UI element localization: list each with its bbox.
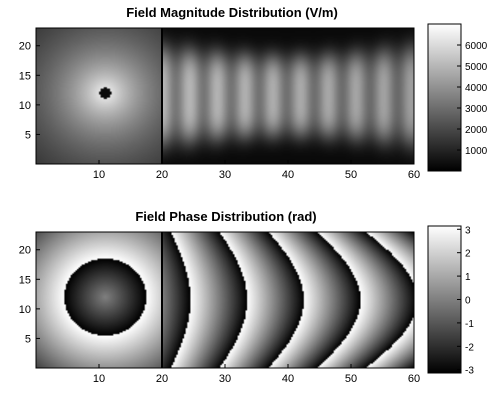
y-tick-label: 10 (19, 304, 31, 316)
x-tick-label: 50 (345, 169, 357, 181)
x-tick-label: 20 (156, 169, 168, 181)
magnitude-colorbar-gradient (428, 24, 461, 171)
colorbar-tick-label: -1 (465, 319, 474, 330)
y-tick-label: 5 (25, 333, 31, 345)
magnitude-image (36, 28, 414, 164)
phase-plot-frame (35, 231, 415, 369)
magnitude-colorbar: 1000 2000 3000 4000 5000 6000 (427, 23, 488, 172)
magnitude-heatmap: 10 20 30 40 50 60 5 10 15 20 (19, 27, 420, 181)
colorbar-tick-label: 3000 (465, 104, 488, 115)
x-tick-label: 30 (219, 169, 231, 181)
colorbar-tick-label: -3 (465, 366, 474, 377)
x-tick-label: 30 (219, 373, 231, 385)
phase-heatmap: 10 20 30 40 50 60 5 10 15 20 (19, 231, 420, 385)
y-tick-label: 5 (25, 129, 31, 141)
phase-colorbar-gradient (428, 226, 461, 373)
colorbar-tick-label: 0 (465, 296, 471, 307)
x-tick-label: 10 (93, 169, 105, 181)
phase-axis-ticks: 10 20 30 40 50 60 5 10 15 20 (19, 232, 420, 385)
x-tick-label: 50 (345, 373, 357, 385)
magnitude-colorbar-ticks: 1000 2000 3000 4000 5000 6000 (457, 41, 488, 157)
phase-colorbar-ticks: 3 2 1 0 -1 -2 -3 (457, 225, 474, 377)
x-tick-label: 10 (93, 373, 105, 385)
colorbar-tick-label: 5000 (465, 62, 488, 73)
x-tick-label: 60 (408, 169, 420, 181)
magnitude-colorbar-frame (427, 23, 462, 172)
y-tick-label: 15 (19, 70, 31, 82)
magnitude-title: Field Magnitude Distribution (V/m) (126, 5, 338, 20)
x-tick-label: 60 (408, 373, 420, 385)
y-tick-label: 10 (19, 100, 31, 112)
y-tick-label: 15 (19, 274, 31, 286)
colorbar-tick-label: 2000 (465, 125, 488, 136)
colorbar-tick-label: 6000 (465, 41, 488, 52)
phase-title: Field Phase Distribution (rad) (135, 209, 316, 224)
colorbar-tick-label: 1000 (465, 146, 488, 157)
y-tick-label: 20 (19, 245, 31, 257)
colorbar-tick-label: 4000 (465, 83, 488, 94)
colorbar-tick-label: 3 (465, 225, 471, 236)
x-tick-label: 40 (282, 373, 294, 385)
colorbar-tick-label: 2 (465, 249, 471, 260)
phase-image (36, 232, 414, 368)
colorbar-tick-label: -2 (465, 342, 474, 353)
y-tick-label: 20 (19, 41, 31, 53)
x-tick-label: 40 (282, 169, 294, 181)
x-tick-label: 20 (156, 373, 168, 385)
phase-colorbar: 3 2 1 0 -1 -2 -3 (427, 225, 474, 377)
colorbar-tick-label: 1 (465, 272, 471, 283)
magnitude-axis-ticks: 10 20 30 40 50 60 5 10 15 20 (19, 28, 420, 181)
magnitude-plot-frame (35, 27, 415, 165)
